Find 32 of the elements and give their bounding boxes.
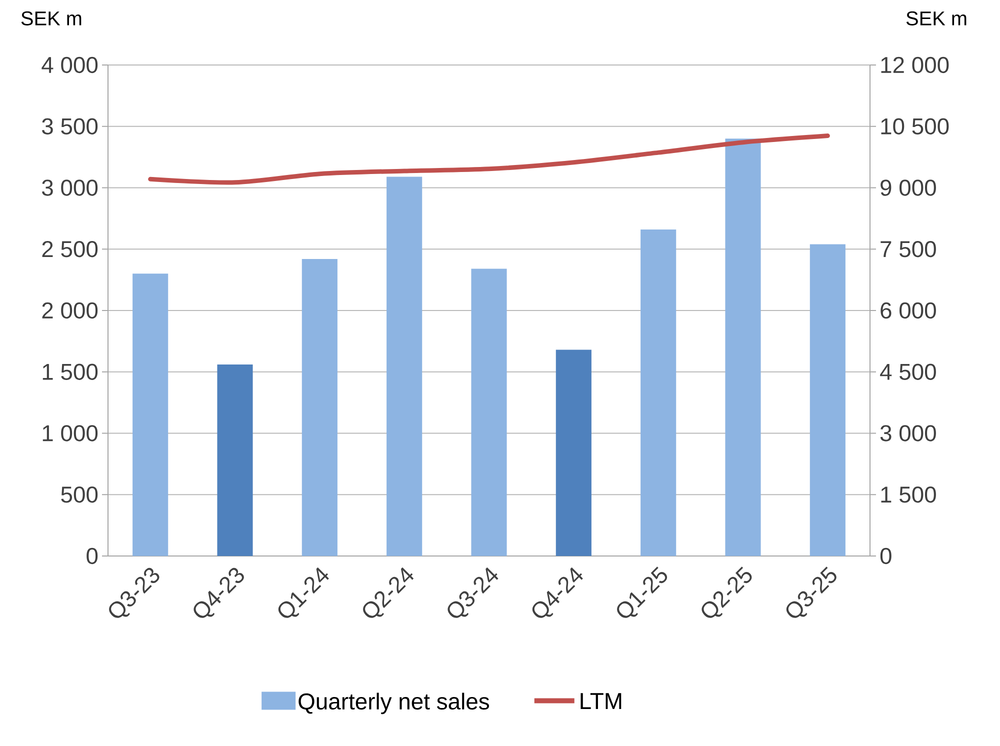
y2-tick-label: 7 500: [880, 241, 936, 258]
y2-tick-label: 6 000: [880, 302, 936, 319]
y2-axis-title: SEK m: [906, 11, 966, 26]
y-tick-label: 0: [86, 548, 98, 564]
y2-tick-label: 3 000: [880, 425, 936, 442]
bar: [725, 138, 761, 556]
bar: [132, 274, 168, 556]
y-tick-label: 2 500: [42, 241, 98, 258]
line-series: [148, 134, 830, 185]
y-tick-label: 4 000: [42, 56, 98, 74]
bar: [386, 176, 422, 556]
y-axis-title: SEK m: [21, 11, 82, 26]
y-tick-label: 3 500: [42, 118, 98, 134]
bar: [640, 229, 676, 556]
bar: [556, 350, 592, 556]
y-tick-label: 500: [61, 486, 98, 503]
y2-tick-label: 9 000: [880, 180, 936, 196]
y2-tick-label: 10 500: [881, 118, 949, 134]
y-tick-label: 1 500: [42, 364, 98, 380]
y-tick-label: 3 000: [42, 180, 98, 196]
legend-label: Quarterly net sales: [298, 692, 490, 714]
y-tick-label: 1 000: [42, 425, 98, 442]
y2-tick-label: 1 500: [881, 486, 936, 503]
bar: [302, 258, 338, 556]
bar: [471, 268, 507, 556]
y2-tick-label: 4 500: [880, 364, 936, 380]
y-tick-label: 2 000: [42, 302, 98, 319]
legend-label: LTM: [580, 693, 622, 709]
y2-tick-label: 0: [880, 548, 892, 564]
bar: [810, 244, 846, 556]
y2-tick-label: 12 000: [881, 56, 949, 74]
bar: [217, 364, 253, 556]
